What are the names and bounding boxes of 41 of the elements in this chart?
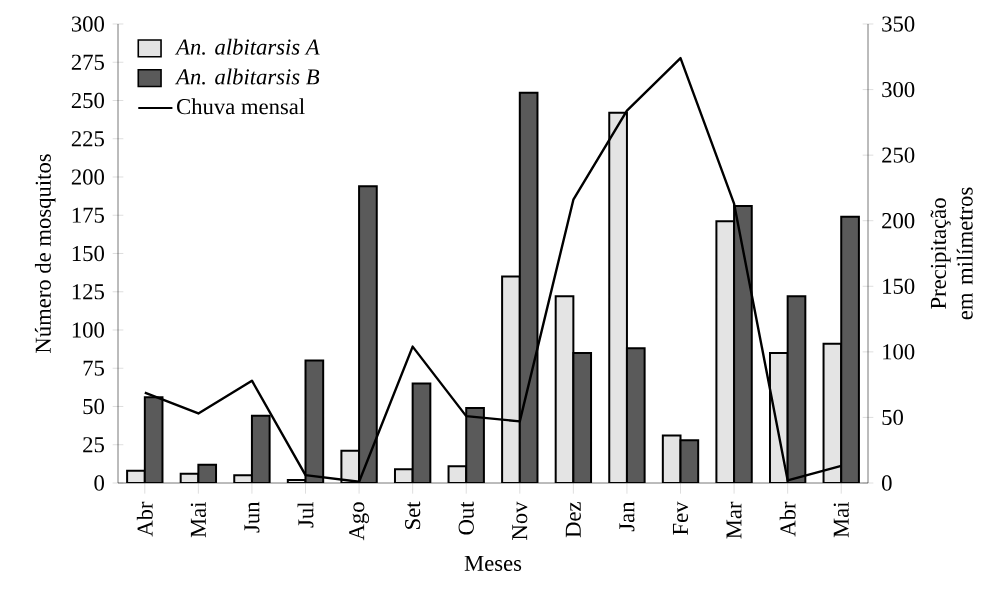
y-tick-label: 25: [83, 437, 104, 453]
y2-tick-label: 350: [882, 16, 915, 32]
x-tick-label: Abr: [136, 501, 153, 537]
y2-axis-title: Precipitação em milímetros: [930, 187, 973, 320]
legend-label: An. albitarsis B: [174, 68, 320, 85]
y2-tick-label: 300: [882, 81, 915, 98]
legend-label: An. albitarsis A: [174, 38, 320, 55]
y-tick-label: 100: [72, 322, 104, 338]
y-tick-label: 125: [72, 284, 104, 300]
y-tick-label: 200: [71, 169, 104, 185]
x-axis-title: Meses: [464, 555, 522, 571]
x-tick-label: Dez: [565, 502, 581, 538]
y2-tick-label: 250: [882, 147, 915, 163]
y2-tick-label: 100: [883, 344, 915, 360]
x-tick-label: Ago: [349, 502, 370, 541]
y-tick-label: 75: [83, 360, 104, 376]
x-tick-label: Mar: [726, 501, 742, 539]
x-tick-label: Jan: [619, 501, 635, 532]
legend-label: Chuva mensal: [177, 98, 305, 115]
x-tick-label: Out: [458, 501, 474, 535]
y-tick-label: 275: [71, 54, 104, 70]
x-tick-label: Mai: [190, 501, 206, 538]
y-tick-label: 225: [71, 131, 104, 147]
x-tick-label: Abr: [779, 501, 796, 537]
y2-tick-label: 0: [882, 475, 892, 491]
y-tick-label: 0: [94, 475, 104, 491]
y2-tick-label: 200: [882, 213, 915, 229]
y-tick-label: 50: [83, 398, 104, 415]
y-tick-label: 300: [71, 16, 104, 32]
y-axis-title: Número de mosquitos: [34, 154, 56, 353]
x-tick-label: Jul: [297, 501, 314, 528]
x-tick-label: Fev: [672, 501, 689, 535]
x-tick-label: Mai: [833, 501, 849, 538]
x-tick-label: Nov: [512, 501, 528, 540]
y2-tick-label: 150: [883, 278, 915, 294]
y-tick-label: 175: [72, 207, 104, 223]
x-tick-label: Jun: [244, 501, 260, 533]
x-tick-label: Set: [405, 501, 421, 529]
y-tick-label: 150: [72, 245, 104, 262]
y-tick-label: 250: [71, 92, 104, 109]
y2-tick-label: 50: [882, 409, 903, 426]
